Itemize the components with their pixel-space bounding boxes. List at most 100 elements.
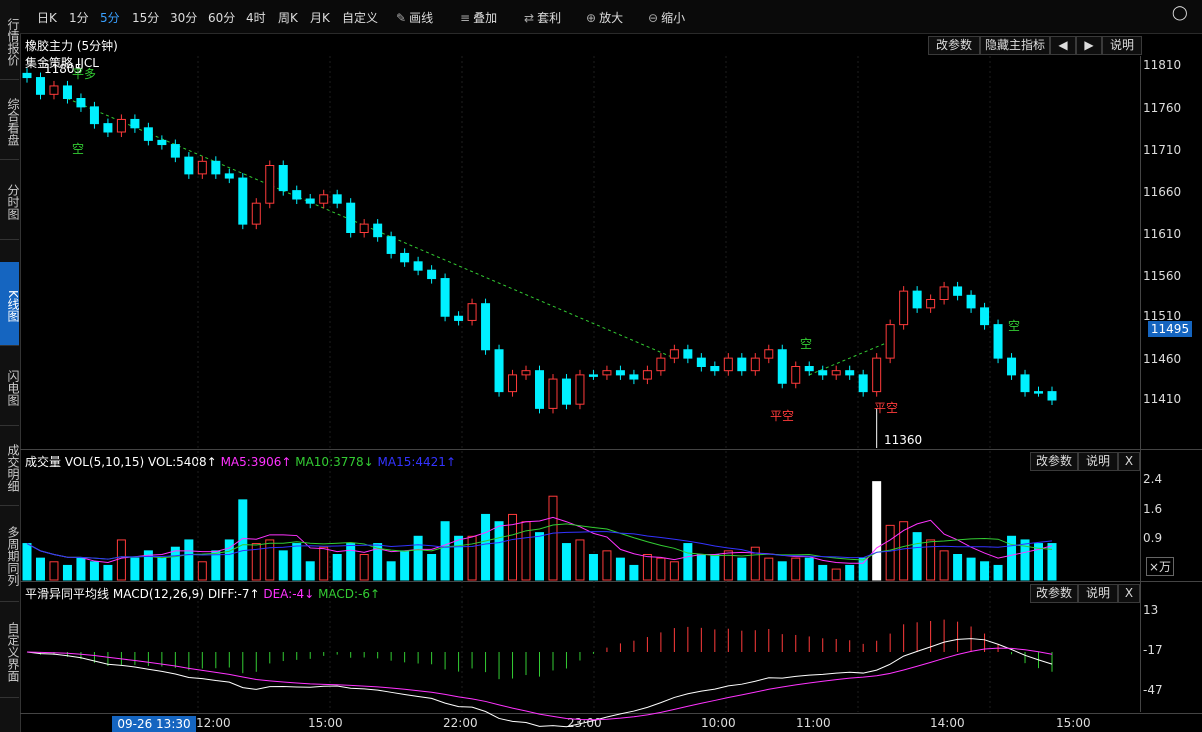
candle-body xyxy=(642,370,652,380)
candle-body xyxy=(197,160,207,175)
arbitrage-button[interactable]: ⇄ 套利 xyxy=(524,9,561,26)
period-custom[interactable]: 自定义 xyxy=(342,11,379,25)
candle-body xyxy=(561,378,571,405)
candle-body xyxy=(629,374,639,380)
candle-body xyxy=(170,144,180,158)
period-daily[interactable]: 日K xyxy=(37,11,57,25)
period-60min[interactable]: 60分 xyxy=(208,11,236,25)
side-tab-bar: 行情报价 综合看盘 分时图 K线图 闪电图 成交明细 多周期同列 自定义界面 xyxy=(0,0,21,732)
candle-body xyxy=(669,349,679,359)
side-tab-0[interactable]: 行情报价 xyxy=(0,0,20,80)
vol-manual-button[interactable]: 说明 xyxy=(1078,452,1118,471)
settings-icon[interactable]: ◯ xyxy=(1172,5,1188,21)
arrow-left-icon[interactable]: ◀ xyxy=(1050,36,1076,55)
panel-divider xyxy=(20,449,1202,450)
volume-bar xyxy=(696,554,706,581)
volume-bar xyxy=(791,557,801,581)
volume-bar xyxy=(130,557,140,581)
candle-body xyxy=(723,357,733,372)
candle-body xyxy=(548,378,558,409)
candle-body xyxy=(656,357,666,372)
candle-body xyxy=(750,357,760,372)
candle-body xyxy=(49,85,59,95)
price-tick: 11660 xyxy=(1143,185,1182,199)
zoom-in-button[interactable]: ⊕ 放大 xyxy=(586,9,623,26)
zoom-out-button[interactable]: ⊖ 缩小 xyxy=(648,9,685,26)
hide-indicator-button[interactable]: 隐藏主指标 xyxy=(980,36,1050,55)
side-tab-5[interactable]: 成交明细 xyxy=(0,426,20,506)
candle-body xyxy=(359,223,369,233)
price-tick: 11510 xyxy=(1143,309,1182,323)
main-manual-button[interactable]: 说明 xyxy=(1102,36,1142,55)
overlay-label: 叠加 xyxy=(473,11,498,25)
period-15min[interactable]: 15分 xyxy=(132,11,160,25)
volume-bar xyxy=(305,561,315,581)
period-30min[interactable]: 30分 xyxy=(170,11,198,25)
candle-body xyxy=(926,299,936,309)
overlay-button[interactable]: ≡ 叠加 xyxy=(460,9,497,26)
volume-bar xyxy=(1007,535,1017,581)
zoom-in-icon: ⊕ xyxy=(586,11,597,25)
volume-bar xyxy=(953,554,963,581)
macd-params-button[interactable]: 改参数 xyxy=(1030,584,1078,603)
side-tab-4[interactable]: 闪电图 xyxy=(0,346,20,426)
time-tick: 15:00 xyxy=(308,716,343,730)
volume-bar xyxy=(251,543,261,581)
candle-body xyxy=(130,118,140,129)
volume-bar xyxy=(831,568,841,581)
macd-manual-button[interactable]: 说明 xyxy=(1078,584,1118,603)
volume-bar xyxy=(89,561,99,581)
contract-title: 橡胶主力 (5分钟) xyxy=(25,39,118,53)
toolbar: 日K 1分 5分 15分 30分 60分 4时 周K 月K 自定义 ✎ 画线 ≡ 叠… xyxy=(20,0,1202,34)
period-monthly[interactable]: 月K xyxy=(310,11,330,25)
candle-body xyxy=(494,349,504,393)
volume-bar xyxy=(737,557,747,581)
vol-close-button[interactable]: X xyxy=(1118,452,1140,471)
macd-params: MACD(12,26,9) xyxy=(112,587,204,601)
volume-bar xyxy=(818,564,828,581)
vol-title: 成交量 xyxy=(25,455,62,469)
candle-body xyxy=(22,72,32,79)
candle-body xyxy=(535,370,544,409)
zoom-in-label: 放大 xyxy=(599,11,624,25)
candle-body xyxy=(332,194,342,204)
side-tab-1[interactable]: 综合看盘 xyxy=(0,80,20,160)
volume-bar xyxy=(588,554,598,581)
arbitrage-icon: ⇄ xyxy=(524,11,535,25)
volume-bar xyxy=(427,554,437,581)
volume-bar xyxy=(103,564,113,581)
volume-bar xyxy=(656,557,666,581)
candle-body xyxy=(265,165,275,204)
candle-body xyxy=(1020,374,1030,393)
volume-bar xyxy=(535,532,544,581)
draw-line-button[interactable]: ✎ 画线 xyxy=(396,9,433,26)
candle-body xyxy=(953,286,963,296)
candle-body xyxy=(467,303,477,321)
period-weekly[interactable]: 周K xyxy=(278,11,298,25)
volume-bar xyxy=(157,557,167,581)
side-tab-3[interactable]: K线图 xyxy=(0,262,20,346)
candle-body xyxy=(777,349,787,384)
candle-body xyxy=(966,294,976,309)
volume-bar xyxy=(1034,543,1044,581)
vol-params-button[interactable]: 改参数 xyxy=(1030,452,1078,471)
volume-bar xyxy=(899,521,909,581)
side-tab-7[interactable]: 自定义界面 xyxy=(0,602,20,698)
period-5min[interactable]: 5分 xyxy=(100,11,120,25)
period-1min[interactable]: 1分 xyxy=(69,11,89,25)
candle-body xyxy=(481,303,491,351)
macd-diff: DIFF:-7↑ xyxy=(207,587,260,601)
trend-line xyxy=(67,98,675,359)
candle-body xyxy=(305,198,315,204)
side-tab-6[interactable]: 多周期同列 xyxy=(0,506,20,602)
side-tab-2[interactable]: 分时图 xyxy=(0,160,20,240)
main-params-button[interactable]: 改参数 xyxy=(928,36,980,55)
period-4h[interactable]: 4时 xyxy=(246,11,266,25)
volume-bar xyxy=(980,561,990,581)
arrow-right-icon[interactable]: ▶ xyxy=(1076,36,1102,55)
price-tick: 11710 xyxy=(1143,143,1182,157)
volume-bar xyxy=(750,546,760,581)
time-tick: 12:00 xyxy=(196,716,231,730)
macd-close-button[interactable]: X xyxy=(1118,584,1140,603)
